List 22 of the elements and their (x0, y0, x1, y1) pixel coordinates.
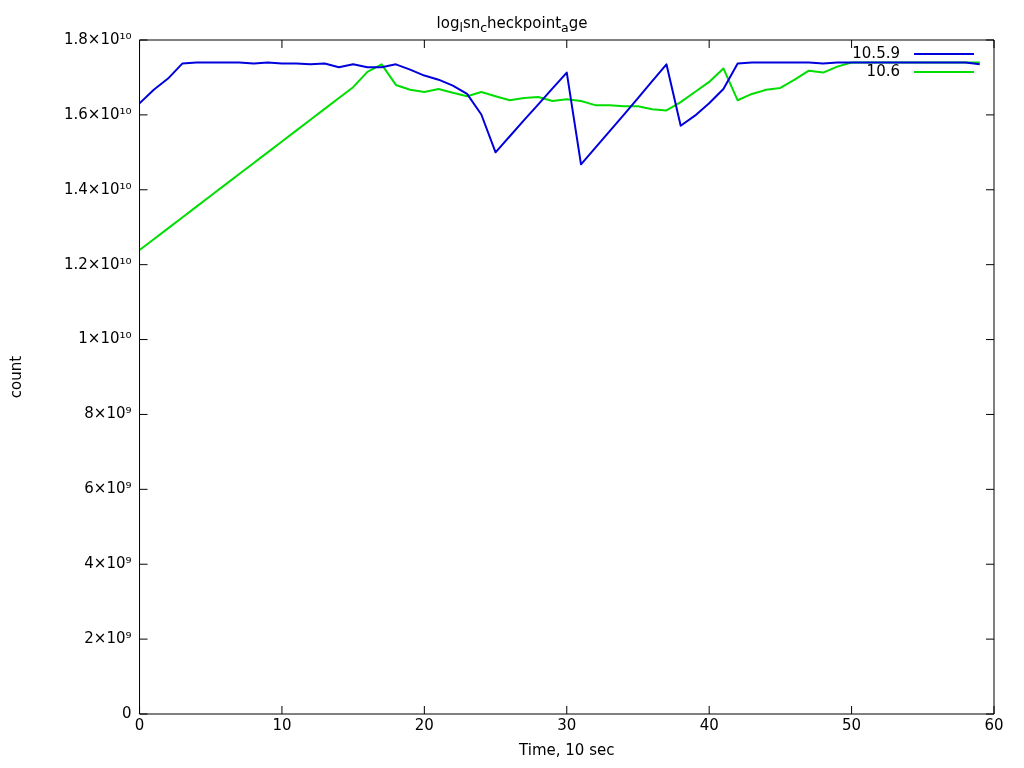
x-tick-label: 50 (842, 715, 862, 734)
x-tick-label: 30 (557, 715, 577, 734)
x-tick-label: 10 (272, 715, 292, 734)
y-tick-label: 1×10¹⁰ (78, 329, 132, 348)
y-tick-label: 1.6×10¹⁰ (63, 104, 132, 123)
x-tick-label: 0 (134, 715, 145, 734)
x-axis-title: Time, 10 sec (518, 740, 615, 759)
chart-title: log$_{l}$sn$_{c}$heckpoint$_{a}$ge (436, 14, 588, 35)
y-tick-label: 1.4×10¹⁰ (63, 179, 132, 198)
legend-label: 10.6 (866, 61, 900, 80)
y-tick-label: 6×10⁹ (84, 479, 132, 498)
legend-label: 10.5.9 (852, 43, 900, 62)
x-tick-label: 40 (699, 715, 719, 734)
y-tick-label: 0 (121, 703, 132, 722)
y-tick-label: 4×10⁹ (84, 554, 132, 573)
y-tick-label: 1.2×10¹⁰ (63, 254, 132, 273)
x-tick-label: 20 (414, 715, 434, 734)
y-tick-label: 8×10⁹ (84, 404, 132, 423)
y-axis-title: count (6, 355, 25, 399)
y-tick-label: 2×10⁹ (84, 629, 132, 647)
y-tick-label: 1.8×10¹⁰ (63, 29, 132, 48)
x-tick-label: 60 (984, 715, 1004, 734)
